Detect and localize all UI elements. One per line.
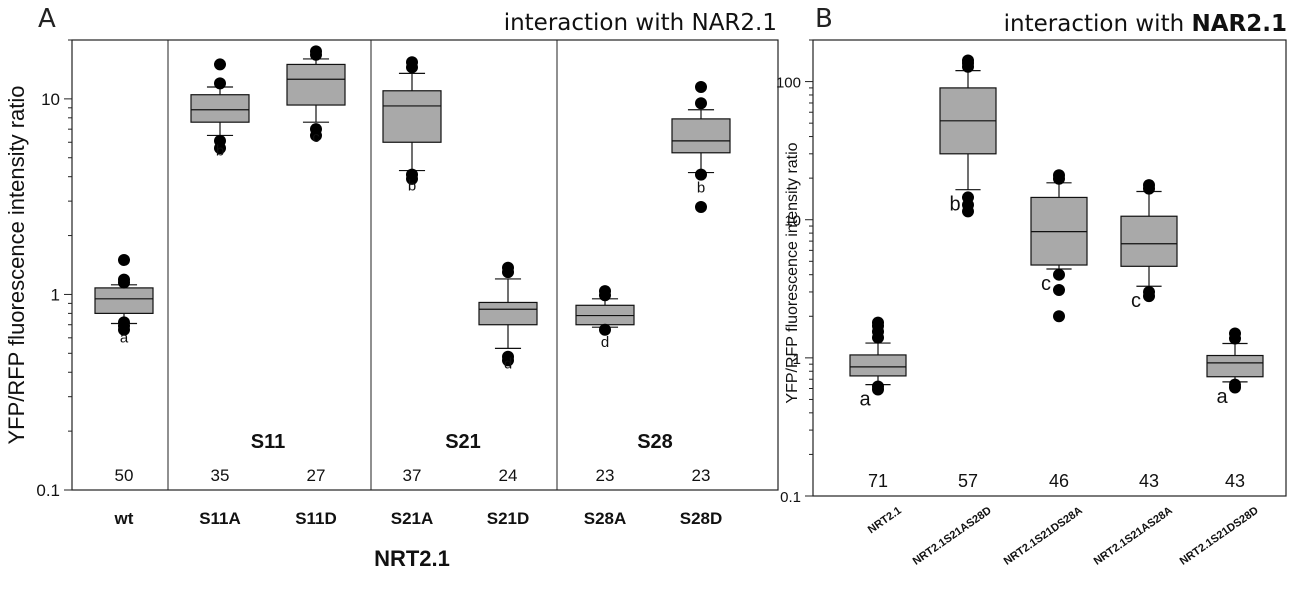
significance-letter: c xyxy=(312,129,320,146)
sample-size-label: 23 xyxy=(692,466,711,485)
group-label-s21: S21 xyxy=(445,431,481,453)
outlier-point xyxy=(118,316,130,329)
outlier-point xyxy=(1053,310,1065,323)
outlier-point xyxy=(1053,169,1065,182)
panel-b-y-tick-label: 1 xyxy=(793,351,801,368)
outlier-point xyxy=(214,77,226,90)
group-label-s28: S28 xyxy=(637,431,673,453)
panel-a-y-tick-label: 10 xyxy=(41,90,60,109)
outlier-point xyxy=(502,261,514,274)
iqr-box xyxy=(190,94,250,123)
x-category-label: NRT2.1 xyxy=(866,505,904,537)
outlier-point xyxy=(872,380,884,393)
x-category-label: S21A xyxy=(391,509,434,528)
group-label-s11: S11 xyxy=(251,431,285,453)
outlier-point xyxy=(214,58,226,71)
outlier-point xyxy=(310,45,322,58)
panel-a-title: interaction with NAR2.1 xyxy=(504,10,777,36)
iqr-box xyxy=(849,354,907,377)
significance-letter: b xyxy=(216,142,224,159)
significance-letter: d xyxy=(601,334,609,351)
outlier-point xyxy=(1053,283,1065,296)
panel-a-y-tick-label: 0.1 xyxy=(36,481,60,500)
panel-b-title: interaction with NAR2.1 xyxy=(1004,11,1287,37)
significance-letter: b xyxy=(949,194,960,216)
outlier-point xyxy=(599,285,611,298)
outlier-point xyxy=(118,273,130,286)
x-category-label: wt xyxy=(114,509,134,528)
outlier-point xyxy=(695,168,707,181)
x-category-label: S28D xyxy=(680,509,723,528)
iqr-box xyxy=(94,287,154,314)
significance-letter: a xyxy=(120,329,129,346)
iqr-box xyxy=(1206,354,1264,378)
x-category-label: NRT2.1S21DS28A xyxy=(1002,505,1085,568)
panel-a-plot-frame xyxy=(71,39,779,491)
iqr-box xyxy=(478,301,538,326)
panel-a-x-axis-label: NRT2.1 xyxy=(374,546,450,571)
sample-size-label: 27 xyxy=(307,466,326,485)
sample-size-label: 35 xyxy=(211,466,230,485)
sample-size-label: 46 xyxy=(1049,471,1069,491)
sample-size-label: 57 xyxy=(958,471,978,491)
outlier-point xyxy=(962,191,974,204)
panel-b-title-prefix: interaction with xyxy=(1004,11,1192,37)
x-category-label: S21D xyxy=(487,509,530,528)
x-category-label: S11A xyxy=(199,509,241,528)
significance-letter: d xyxy=(504,355,512,372)
outlier-point xyxy=(1053,268,1065,281)
outlier-point xyxy=(695,200,707,213)
significance-letter: a xyxy=(1216,386,1228,408)
panel-b-plot-frame xyxy=(812,39,1287,497)
significance-letter: a xyxy=(859,389,871,411)
sample-size-label: 24 xyxy=(499,466,518,485)
iqr-box xyxy=(671,118,731,154)
sample-size-label: 43 xyxy=(1139,471,1159,491)
outlier-point xyxy=(599,323,611,336)
outlier-point xyxy=(695,81,707,94)
outlier-point xyxy=(962,54,974,67)
iqr-box xyxy=(286,63,346,106)
outlier-point xyxy=(310,123,322,136)
panel-b-y-tick-label: 0.1 xyxy=(780,489,801,506)
outlier-point xyxy=(406,168,418,181)
x-category-label: NRT2.1S21AS28A xyxy=(1092,505,1175,568)
sample-size-label: 37 xyxy=(403,466,422,485)
iqr-box xyxy=(382,90,442,143)
outlier-point xyxy=(872,316,884,329)
panel-b-y-tick-label: 10 xyxy=(784,213,801,230)
iqr-box xyxy=(1120,215,1178,267)
sample-size-label: 50 xyxy=(115,466,134,485)
panel-letter-a: A xyxy=(38,4,56,34)
outlier-point xyxy=(214,134,226,147)
significance-letter: b xyxy=(697,180,705,197)
sample-size-label: 71 xyxy=(868,471,888,491)
x-category-label: S11D xyxy=(295,509,337,528)
outlier-point xyxy=(695,97,707,110)
panel-letter-b: B xyxy=(815,4,833,34)
x-category-label: NRT2.1S21DS28D xyxy=(1178,505,1261,568)
sample-size-label: 43 xyxy=(1225,471,1245,491)
panel-a-y-axis-label: YFP/RFP fluorescence intensity ratio xyxy=(4,85,29,444)
panel-b-y-tick-label: 100 xyxy=(776,75,801,92)
panel-a-y-tick-label: 1 xyxy=(51,285,60,304)
outlier-point xyxy=(118,253,130,266)
panel-b-title-bold: NAR2.1 xyxy=(1191,11,1287,37)
x-category-label: S28A xyxy=(584,509,627,528)
outlier-point xyxy=(502,350,514,363)
significance-letter: c xyxy=(1041,273,1051,295)
outlier-point xyxy=(1143,179,1155,192)
outlier-point xyxy=(1143,285,1155,298)
x-category-label: NRT2.1S21AS28D xyxy=(911,505,994,568)
significance-letter: b xyxy=(408,178,416,195)
sample-size-label: 23 xyxy=(596,466,615,485)
panel-b-y-axis-label: YFP/RFP fluorescence intensity ratio xyxy=(784,142,801,403)
outlier-point xyxy=(406,56,418,69)
significance-letter: c xyxy=(1131,290,1141,312)
outlier-point xyxy=(1229,378,1241,391)
outlier-point xyxy=(1229,327,1241,340)
